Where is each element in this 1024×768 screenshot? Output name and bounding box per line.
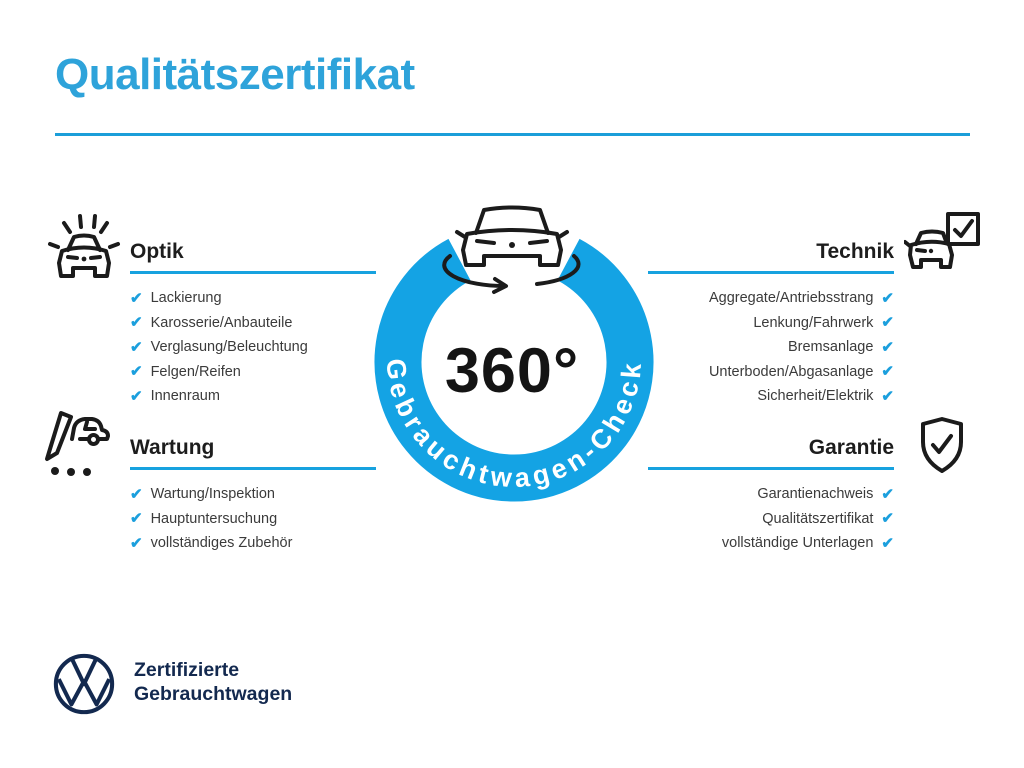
checklist-item: Sicherheit/Elektrik ✔ <box>648 384 894 409</box>
checklist-item: ✔ Hauptuntersuchung <box>130 507 376 532</box>
item-label: Qualitätszertifikat <box>762 510 874 527</box>
brand-line-2: Gebrauchtwagen <box>134 683 293 705</box>
check-icon: ✔ <box>130 363 143 381</box>
check-icon: ✔ <box>130 314 143 332</box>
page-title: Qualitätszertifikat <box>55 50 415 99</box>
item-label: Karosserie/Anbauteile <box>150 314 293 331</box>
header-divider <box>55 133 970 136</box>
checklist-item: ✔ Verglasung/Beleuchtung <box>130 335 376 360</box>
check-icon: ✔ <box>130 534 143 552</box>
check-icon: ✔ <box>881 510 894 528</box>
check-icon: ✔ <box>881 534 894 552</box>
360-check-badge: Gebrauchtwagen-Check 360° <box>374 205 654 502</box>
technik-checklist: Aggregate/Antriebsstrang ✔ Lenkung/Fahrwe… <box>648 286 894 409</box>
checklist-item: vollständige Unterlagen ✔ <box>648 531 894 556</box>
car-360-icon <box>442 205 581 294</box>
checklist-item: ✔ Innenraum <box>130 384 376 409</box>
check-icon: ✔ <box>881 314 894 332</box>
item-label: Garantienachweis <box>757 486 874 503</box>
optik-checklist: ✔ Lackierung ✔ Karosserie/Anbauteile ✔ Verg… <box>130 286 376 409</box>
checklist-item: ✔ Karosserie/Anbauteile <box>130 311 376 336</box>
brand-text: Zertifizierte Gebrauchtwagen <box>134 658 292 706</box>
car-checkbox-icon <box>904 212 980 269</box>
checklist-item: Lenkung/Fahrwerk ✔ <box>648 311 894 336</box>
checklist-item: ✔ Lackierung <box>130 286 376 311</box>
item-label: Felgen/Reifen <box>150 363 241 380</box>
checklist-item: ✔ Wartung/Inspektion <box>130 482 376 507</box>
wartung-checklist: ✔ Wartung/Inspektion ✔ Hauptuntersuchung ✔… <box>130 482 376 556</box>
check-icon: ✔ <box>130 338 143 356</box>
item-label: Sicherheit/Elektrik <box>757 388 874 405</box>
section-wartung: Wartung ✔ Wartung/Inspektion ✔ Hauptunters… <box>130 436 376 556</box>
check-icon: ✔ <box>881 289 894 307</box>
check-icon: ✔ <box>881 387 894 405</box>
check-icon: ✔ <box>130 510 143 528</box>
vw-logo-icon <box>53 653 115 715</box>
garantie-checklist: Garantienachweis ✔ Qualitätszertifikat ✔ v… <box>648 482 894 556</box>
item-label: Lenkung/Fahrwerk <box>753 314 874 331</box>
section-optik: Optik ✔ Lackierung ✔ Karosserie/Anbauteile… <box>130 240 376 409</box>
item-label: vollständiges Zubehör <box>150 535 293 552</box>
item-label: Bremsanlage <box>787 339 874 356</box>
item-label: Lackierung <box>150 290 222 307</box>
section-technik: Technik Aggregate/Antriebsstrang ✔ Lenkun… <box>648 240 894 409</box>
badge-ring <box>374 238 654 502</box>
check-icon: ✔ <box>881 485 894 503</box>
item-label: Verglasung/Beleuchtung <box>150 339 308 356</box>
checklist-item: ✔ vollständiges Zubehör <box>130 531 376 556</box>
checklist-item: Aggregate/Antriebsstrang ✔ <box>648 286 894 311</box>
check-icon: ✔ <box>130 485 143 503</box>
checklist-item: ✔ Felgen/Reifen <box>130 360 376 385</box>
section-title-optik: Optik <box>130 240 376 274</box>
check-icon: ✔ <box>130 387 143 405</box>
service-checklist-icon <box>45 411 110 476</box>
checklist-item: Unterboden/Abgasanlage ✔ <box>648 360 894 385</box>
degree-value: 360° <box>445 336 579 406</box>
item-label: Unterboden/Abgasanlage <box>708 363 874 380</box>
item-label: Aggregate/Antriebsstrang <box>708 290 874 307</box>
checklist-item: Bremsanlage ✔ <box>648 335 894 360</box>
brand-line-1: Zertifizierte <box>134 659 240 681</box>
shiny-car-icon <box>48 214 120 278</box>
check-icon: ✔ <box>881 338 894 356</box>
item-label: Innenraum <box>150 388 220 405</box>
item-label: Wartung/Inspektion <box>150 486 275 503</box>
shield-check-icon <box>921 417 963 473</box>
item-label: vollständige Unterlagen <box>721 535 874 552</box>
section-garantie: Garantie Garantienachweis ✔ Qualitätszert… <box>648 436 894 556</box>
check-icon: ✔ <box>130 289 143 307</box>
section-title-garantie: Garantie <box>648 436 894 470</box>
section-title-technik: Technik <box>648 240 894 274</box>
item-label: Hauptuntersuchung <box>150 510 278 527</box>
checklist-item: Garantienachweis ✔ <box>648 482 894 507</box>
checklist-item: Qualitätszertifikat ✔ <box>648 507 894 532</box>
check-icon: ✔ <box>881 363 894 381</box>
section-title-wartung: Wartung <box>130 436 376 470</box>
